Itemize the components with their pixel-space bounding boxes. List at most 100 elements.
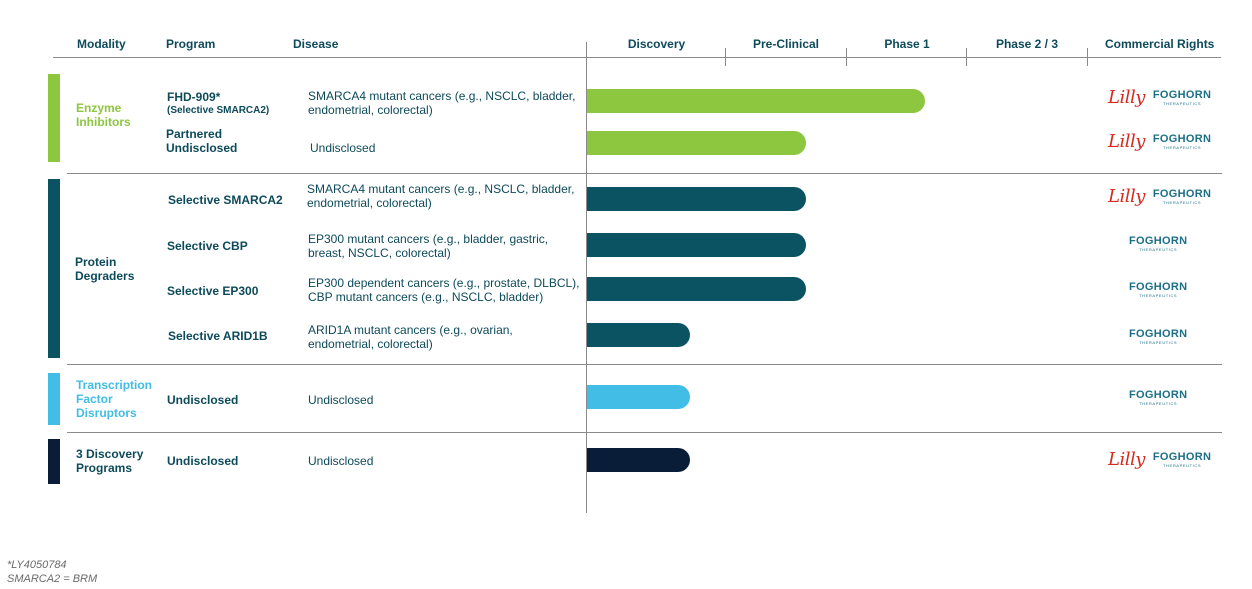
header-phase-2-3: Phase 2 / 3 <box>995 37 1059 51</box>
tick-preclinical <box>725 48 726 66</box>
program-name: FHD-909* <box>167 90 221 104</box>
foghorn-logo-subtitle: THERAPEUTICS <box>1163 145 1202 150</box>
disease-line: endometrial, colorectal) <box>307 196 432 210</box>
progress-bar-selective-ep300 <box>587 277 806 301</box>
header-phase-preclinical: Pre-Clinical <box>752 37 820 51</box>
disease-line: SMARCA4 mutant cancers (e.g., NSCLC, bla… <box>307 182 575 196</box>
foghorn-logo: FOGHORN THERAPEUTICS <box>1129 329 1187 345</box>
foghorn-logo: FOGHORN THERAPEUTICS <box>1129 236 1187 252</box>
tick-phase2 <box>966 48 967 66</box>
header-disease: Disease <box>293 37 339 51</box>
commercial-rights: FOGHORN THERAPEUTICS <box>1129 326 1187 348</box>
program-label: Undisclosed <box>167 454 239 468</box>
axis-start-line <box>586 42 587 513</box>
header-program: Program <box>166 37 216 51</box>
commercial-rights: Lilly FOGHORN THERAPEUTICS <box>1108 87 1211 109</box>
progress-bar-discovery-programs <box>587 448 690 472</box>
modality-color-bar <box>48 373 60 425</box>
disease-label: SMARCA4 mutant cancers (e.g., NSCLC, bla… <box>307 182 574 210</box>
disease-line: CBP mutant cancers (e.g., NSCLC, bladder… <box>308 290 544 304</box>
foghorn-logo-wordmark: FOGHORN <box>1129 328 1188 340</box>
foghorn-logo-subtitle: THERAPEUTICS <box>1163 200 1202 205</box>
disease-label: SMARCA4 mutant cancers (e.g., NSCLC, bla… <box>308 89 575 117</box>
group-divider <box>67 364 1222 365</box>
commercial-rights: FOGHORN THERAPEUTICS <box>1129 233 1187 255</box>
disease-label: Undisclosed <box>308 393 374 407</box>
header-phase-1: Phase 1 <box>884 37 930 51</box>
modality-color-bar <box>48 74 60 162</box>
foghorn-logo-wordmark: FOGHORN <box>1129 281 1188 293</box>
foghorn-logo-wordmark: FOGHORN <box>1152 89 1212 101</box>
header-phase-discovery: Discovery <box>627 37 686 51</box>
program-subtitle: (Selective SMARCA2) <box>167 105 270 116</box>
commercial-rights: FOGHORN THERAPEUTICS <box>1129 387 1187 409</box>
foghorn-logo-wordmark: FOGHORN <box>1152 451 1212 463</box>
modality-color-bar <box>48 439 60 484</box>
foghorn-logo-wordmark: FOGHORN <box>1152 188 1212 200</box>
disease-label: Undisclosed <box>308 454 374 468</box>
program-label: Selective ARID1B <box>168 329 268 343</box>
disease-line: endometrial, colorectal) <box>308 337 433 351</box>
foghorn-logo: FOGHORN THERAPEUTICS <box>1129 282 1187 298</box>
lilly-logo: Lilly <box>1108 449 1145 470</box>
program-name: Partnered <box>166 127 223 141</box>
disease-line: EP300 dependent cancers (e.g., prostate,… <box>308 276 580 290</box>
footnote: *LY4050784 <box>7 559 67 571</box>
lilly-logo: Lilly <box>1108 131 1145 152</box>
modality-color-bar <box>48 179 60 358</box>
disease-label: EP300 mutant cancers (e.g., bladder, gas… <box>308 232 548 260</box>
foghorn-logo-subtitle: THERAPEUTICS <box>1163 463 1202 468</box>
foghorn-logo: FOGHORN THERAPEUTICS <box>1153 452 1211 468</box>
foghorn-logo: FOGHORN THERAPEUTICS <box>1129 390 1187 406</box>
commercial-rights: FOGHORN THERAPEUTICS <box>1129 279 1187 301</box>
disease-label: Undisclosed <box>310 141 376 155</box>
foghorn-logo-subtitle: THERAPEUTICS <box>1139 293 1178 298</box>
program-label: FHD-909* (Selective SMARCA2) <box>167 90 269 118</box>
progress-bar-partnered <box>587 131 806 155</box>
foghorn-logo-subtitle: THERAPEUTICS <box>1139 340 1178 345</box>
disease-label: ARID1A mutant cancers (e.g., ovarian, en… <box>308 323 513 351</box>
disease-line: EP300 mutant cancers (e.g., bladder, gas… <box>308 232 549 246</box>
modality-label: 3 Discovery Programs <box>76 447 144 475</box>
progress-bar-selective-smarca2 <box>587 187 806 211</box>
foghorn-logo-wordmark: FOGHORN <box>1152 133 1212 145</box>
program-label: Selective SMARCA2 <box>168 193 283 207</box>
foghorn-logo: FOGHORN THERAPEUTICS <box>1153 134 1211 150</box>
header-modality: Modality <box>77 37 126 51</box>
progress-bar-transcription <box>587 385 690 409</box>
program-label: Selective CBP <box>167 239 248 253</box>
program-label: Partnered Undisclosed <box>166 127 237 155</box>
program-label: Selective EP300 <box>167 284 259 298</box>
foghorn-logo: FOGHORN THERAPEUTICS <box>1153 90 1211 106</box>
group-divider <box>67 432 1222 433</box>
progress-bar-selective-arid1b <box>587 323 690 347</box>
foghorn-logo-wordmark: FOGHORN <box>1129 235 1188 247</box>
progress-bar-fhd-909 <box>587 89 925 113</box>
program-label: Undisclosed <box>167 393 239 407</box>
disease-line: breast, NSCLC, colorectal) <box>308 246 451 260</box>
lilly-logo: Lilly <box>1108 186 1145 207</box>
modality-label: Transcription Factor Disruptors <box>76 378 153 420</box>
program-name-line2: Undisclosed <box>166 141 238 155</box>
lilly-logo: Lilly <box>1108 87 1145 108</box>
commercial-rights: Lilly FOGHORN THERAPEUTICS <box>1108 449 1211 471</box>
tick-phase1 <box>846 48 847 66</box>
progress-bar-selective-cbp <box>587 233 806 257</box>
commercial-rights: Lilly FOGHORN THERAPEUTICS <box>1108 186 1211 208</box>
foghorn-logo-subtitle: THERAPEUTICS <box>1163 101 1202 106</box>
foghorn-logo-subtitle: THERAPEUTICS <box>1139 401 1178 406</box>
foghorn-logo: FOGHORN THERAPEUTICS <box>1153 189 1211 205</box>
group-divider <box>67 173 1222 174</box>
disease-line: endometrial, colorectal) <box>308 103 433 117</box>
modality-label: Protein Degraders <box>75 255 135 283</box>
foghorn-logo-subtitle: THERAPEUTICS <box>1139 247 1178 252</box>
tick-rights <box>1087 48 1088 66</box>
footnote: SMARCA2 = BRM <box>7 573 98 585</box>
foghorn-logo-wordmark: FOGHORN <box>1129 389 1188 401</box>
header-divider <box>53 57 1221 58</box>
disease-label: EP300 dependent cancers (e.g., prostate,… <box>308 276 580 304</box>
disease-line: SMARCA4 mutant cancers (e.g., NSCLC, bla… <box>308 89 576 103</box>
modality-label: Enzyme Inhibitors <box>76 101 131 129</box>
header-commercial-rights: Commercial Rights <box>1105 37 1215 51</box>
commercial-rights: Lilly FOGHORN THERAPEUTICS <box>1108 131 1211 153</box>
